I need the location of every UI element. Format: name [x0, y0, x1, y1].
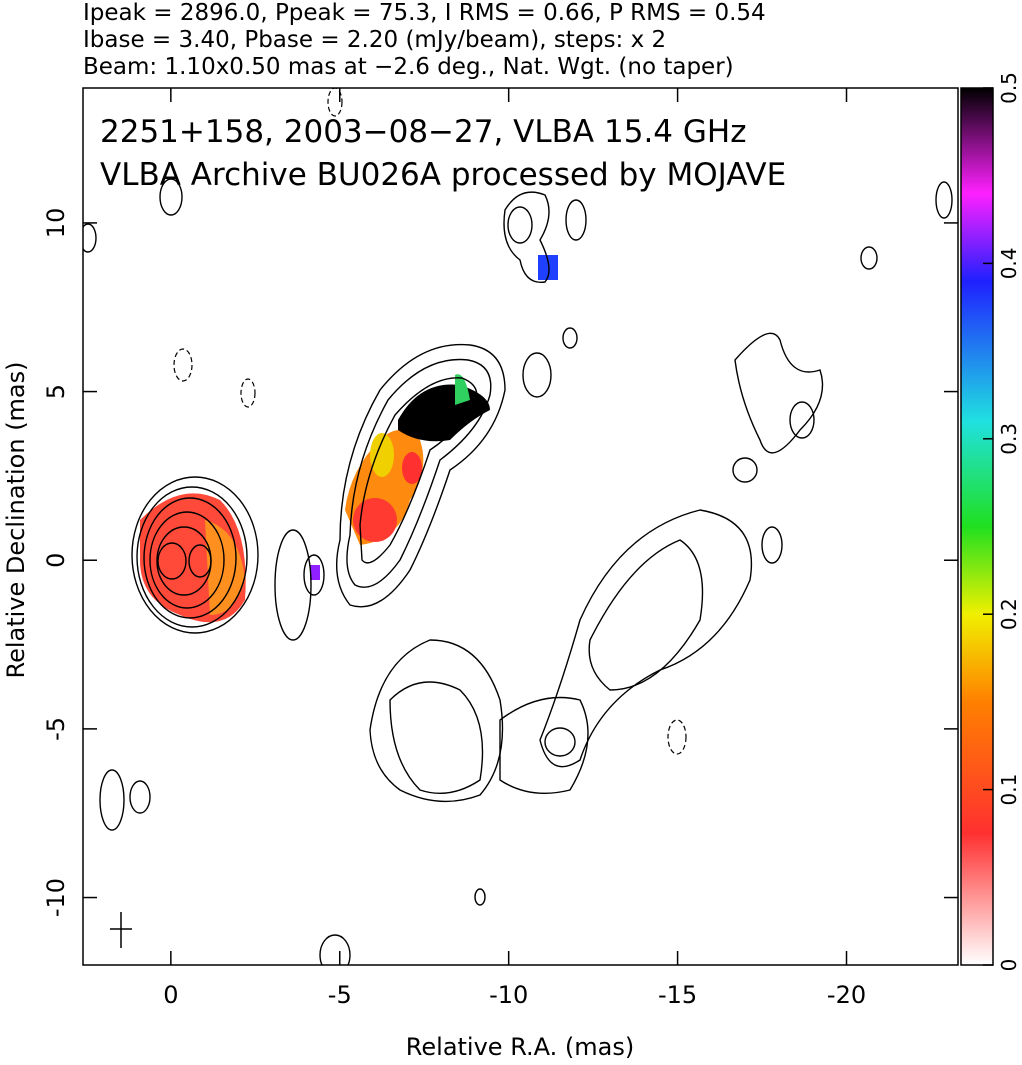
colorbar-tick-label: 0.2 [997, 598, 1021, 630]
colorbar-tick-label: 0 [997, 959, 1021, 972]
y-axis-label: Relative Declination (mas) [2, 361, 30, 678]
hatched-region [789, 401, 815, 439]
map [83, 88, 953, 965]
x-tick-label: -15 [658, 981, 697, 1009]
hatched-region [588, 539, 704, 691]
colorbar [960, 87, 994, 966]
x-tick-label: 0 [163, 981, 178, 1009]
header-line: Ipeak = 2896.0, Ppeak = 75.3, I RMS = 0.… [83, 0, 766, 26]
annotation: 2251+158, 2003−08−27, VLBA 15.4 GHz [100, 114, 746, 150]
x-axis-label: Relative R.A. (mas) [406, 1033, 634, 1061]
y-tick-label: 0 [42, 553, 70, 568]
colorbar-tick-label: 0.4 [997, 247, 1021, 279]
hatched-region [732, 457, 758, 483]
hatched-region [389, 681, 484, 795]
y-tick-label: 10 [42, 208, 70, 239]
hatched-region [544, 727, 576, 757]
colorbar-tick-label: 0.1 [997, 774, 1021, 806]
x-tick-label: -5 [328, 981, 352, 1009]
color-patch [370, 433, 394, 477]
x-tick-label: -10 [489, 981, 528, 1009]
color-patch [310, 565, 320, 580]
color-patch [538, 255, 558, 280]
header-line: Beam: 1.10x0.50 mas at −2.6 deg., Nat. W… [83, 54, 734, 80]
plot-frame [82, 87, 959, 966]
y-tick-label: 5 [42, 384, 70, 399]
annotation: VLBA Archive BU026A processed by MOJAVE [100, 157, 786, 193]
y-tick-label: -10 [42, 878, 70, 917]
colorbar-tick-label: 0.3 [997, 423, 1021, 455]
x-tick-label: -20 [827, 981, 866, 1009]
header-line: Ibase = 3.40, Pbase = 2.20 (mJy/beam), s… [83, 27, 666, 53]
contours [83, 88, 953, 965]
color-patch [455, 374, 470, 405]
y-tick-label: -5 [42, 717, 70, 741]
color-patch [402, 452, 422, 484]
colorbar-tick-label: 0.5 [997, 72, 1021, 104]
color-patch [353, 498, 397, 542]
